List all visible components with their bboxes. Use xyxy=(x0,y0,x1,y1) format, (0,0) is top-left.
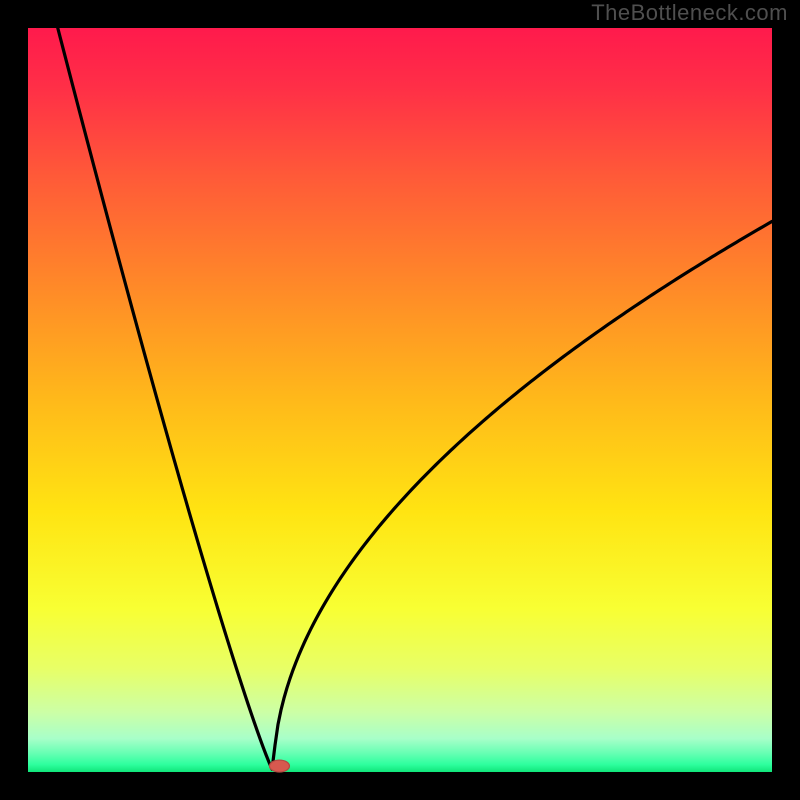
optimum-marker xyxy=(269,760,289,772)
chart-plot-bg xyxy=(28,28,772,772)
bottleneck-chart xyxy=(0,0,800,800)
